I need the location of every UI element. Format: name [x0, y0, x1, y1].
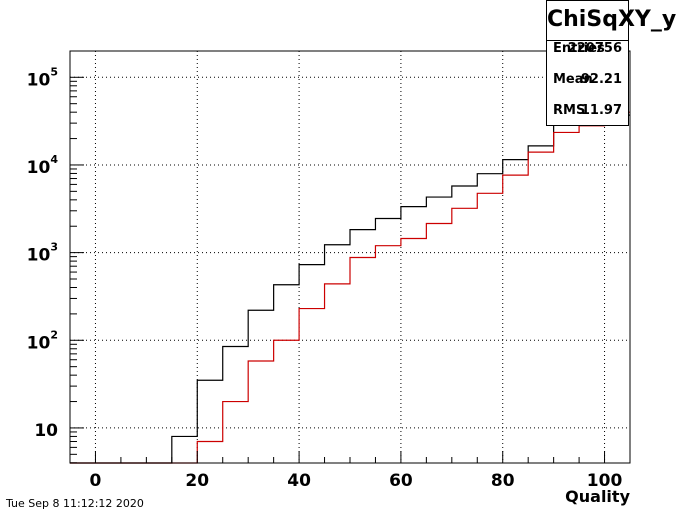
- stats-value: 92.21: [580, 72, 622, 87]
- stats-key: Entries: [553, 41, 605, 56]
- x-tick-label: 20: [185, 471, 209, 491]
- x-axis-title: Quality: [565, 487, 630, 506]
- stats-title: ChiSqXY_y: [547, 1, 676, 41]
- series-lines: [70, 111, 630, 464]
- stats-row-mean: Mean 92.21: [553, 70, 622, 90]
- series-line: [70, 111, 630, 464]
- x-tick-label: 100: [587, 471, 623, 491]
- y-tick-label: 104: [27, 153, 59, 178]
- x-tick-label: 80: [491, 471, 515, 491]
- x-tick-label: 60: [389, 471, 413, 491]
- stats-row-rms: RMS 11.97: [553, 101, 622, 121]
- stats-box: ChiSqXY_y Entries 220756 Mean 92.21 RMS …: [546, 0, 676, 126]
- stats-row-entries: Entries 220756: [553, 39, 622, 59]
- y-tick-label: 105: [27, 65, 58, 90]
- stats-key: Mean: [553, 72, 593, 87]
- x-tick-label: 40: [287, 471, 311, 491]
- stats-value: 220756: [567, 41, 622, 56]
- series-line: [70, 114, 630, 464]
- stats-value: 11.97: [580, 103, 622, 118]
- timestamp: Tue Sep 8 11:12:12 2020: [6, 497, 144, 510]
- x-tick-label: 0: [90, 471, 102, 491]
- stats-key: RMS: [553, 103, 586, 118]
- y-axis: 10 102 103 104 105: [27, 65, 84, 464]
- y-tick-label: 102: [27, 328, 58, 353]
- y-tick-label: 103: [27, 241, 58, 266]
- y-tick-label: 10: [34, 421, 58, 441]
- x-axis: 0 20 40 60 80 100: [69, 451, 631, 491]
